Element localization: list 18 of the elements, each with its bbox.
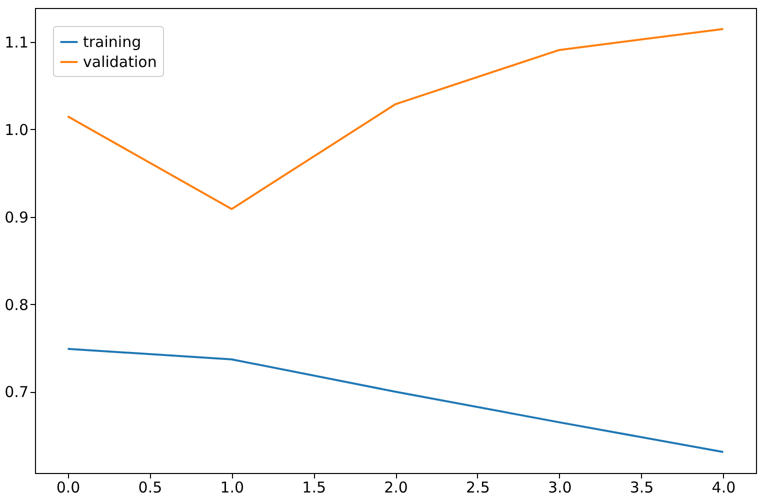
y-tick-label: 0.9	[4, 208, 28, 226]
x-tick-label: 4.0	[712, 478, 736, 496]
legend-label: validation	[83, 53, 157, 71]
x-tick-label: 1.0	[220, 478, 244, 496]
line-series	[66, 348, 724, 454]
y-tick-label: 1.0	[4, 120, 28, 139]
y-tick-label: 0.7	[4, 383, 28, 402]
x-tick-label: 1.5	[302, 478, 326, 496]
x-tick-label: 3.0	[548, 478, 572, 496]
line-series	[66, 28, 724, 210]
legend-label: training	[83, 33, 142, 51]
y-tick-label: 0.8	[4, 296, 28, 314]
x-tick-label: 3.5	[630, 478, 654, 496]
x-tick-label: 2.5	[466, 478, 490, 496]
x-tick-label: 2.0	[384, 478, 408, 496]
y-tick-label: 1.1	[4, 34, 28, 52]
x-tick-label: 0.5	[138, 478, 162, 496]
x-tick-label: 0.0	[56, 478, 80, 496]
